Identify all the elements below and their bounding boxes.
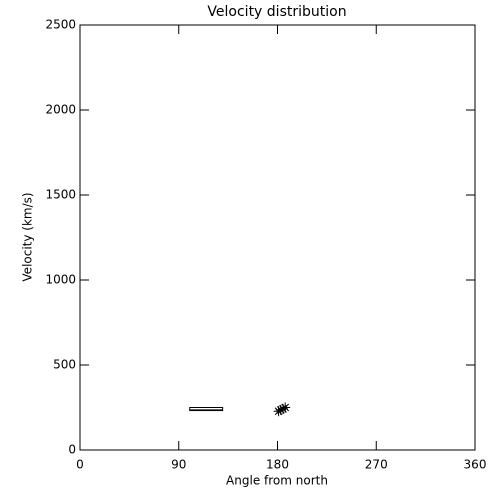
x-tick-label: 180: [266, 458, 289, 472]
x-tick-label: 0: [76, 458, 84, 472]
x-tick-label: 360: [464, 458, 487, 472]
y-tick-label: 1000: [45, 273, 76, 287]
y-tick-label: 1500: [45, 188, 76, 202]
x-axis-label: Angle from north: [226, 474, 328, 488]
y-tick-label: 2500: [45, 18, 76, 32]
plot-frame: [79, 24, 476, 451]
x-tick-label: 270: [365, 458, 388, 472]
chart-title: Velocity distribution: [207, 4, 346, 20]
point: [280, 402, 291, 413]
y-tick-label: 0: [68, 443, 76, 457]
box: [189, 407, 224, 412]
y-tick-label: 2000: [45, 103, 76, 117]
point-stroke: [281, 403, 290, 412]
y-axis-label: Velocity (km/s): [21, 192, 35, 281]
y-tick-label: 500: [53, 358, 76, 372]
x-tick-label: 90: [171, 458, 186, 472]
